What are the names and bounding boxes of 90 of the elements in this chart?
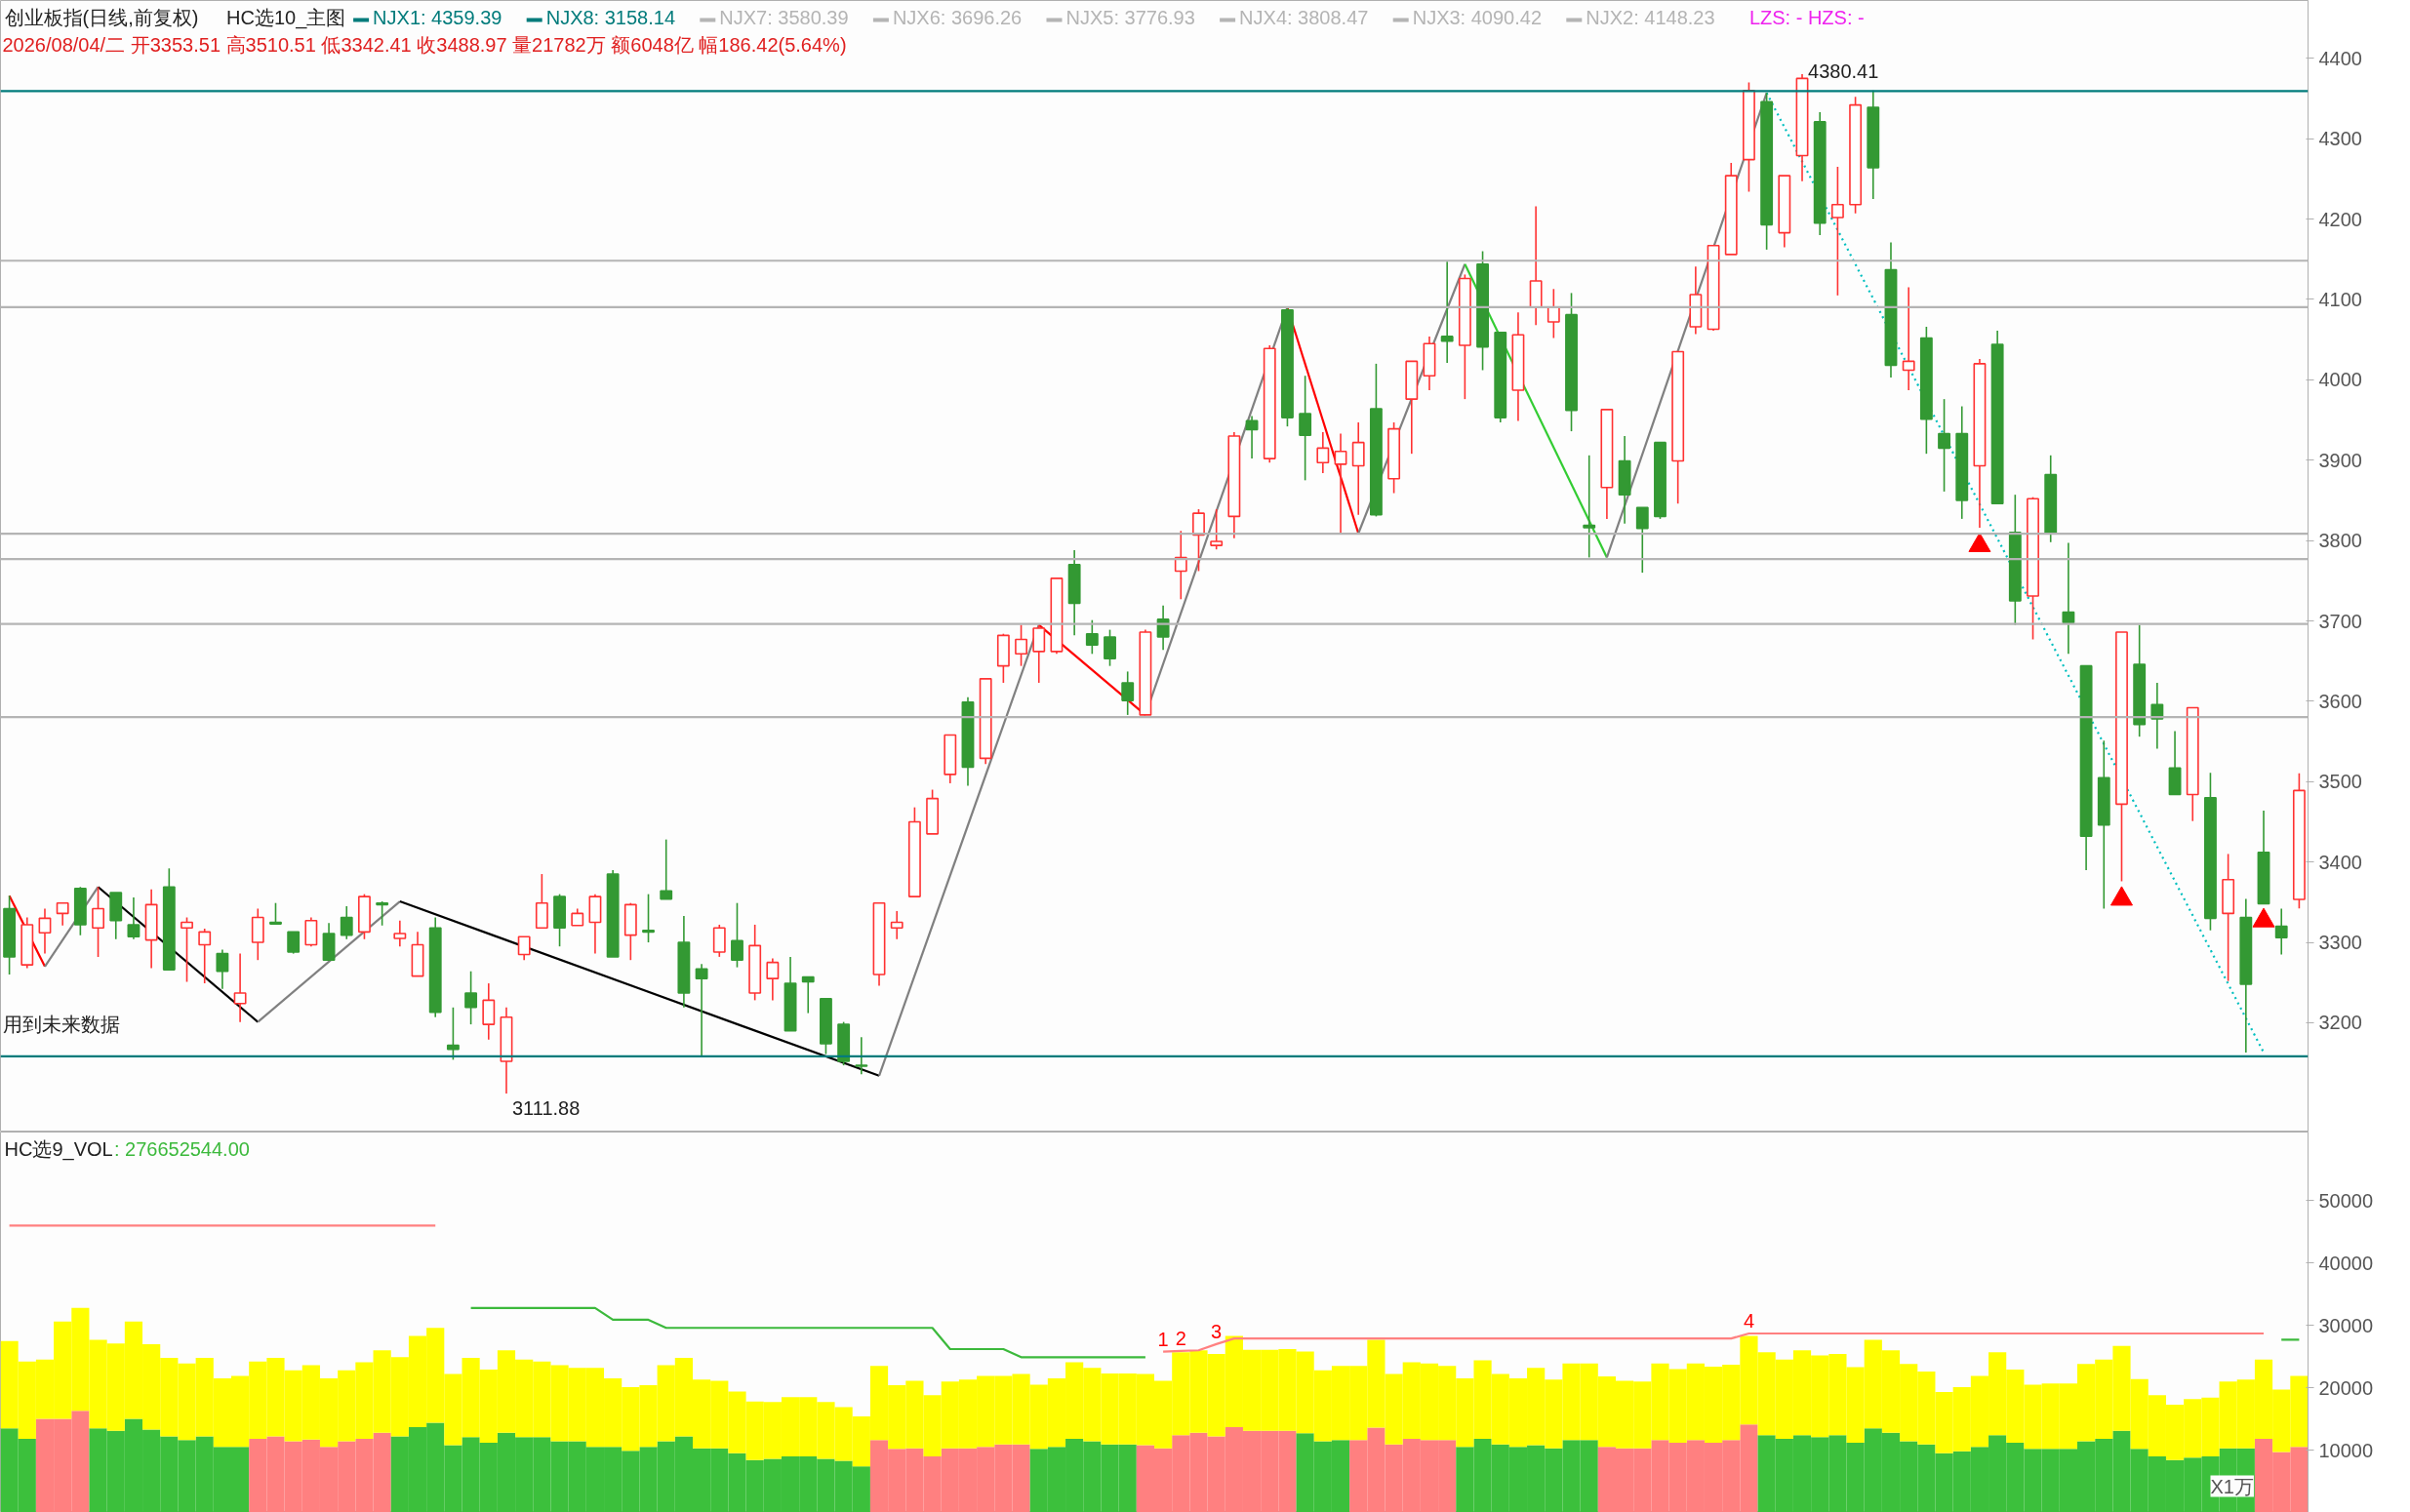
candlestick: [2062, 541, 2075, 656]
legend-label: NJX7: 3580.39: [719, 6, 849, 28]
candlestick: [1902, 286, 1915, 391]
y-tick-label: 3600: [2318, 690, 2362, 712]
candlestick: [198, 928, 212, 984]
y-tick-label: 3800: [2318, 530, 2362, 552]
candlestick: [1210, 508, 1224, 550]
candlestick: [855, 1036, 868, 1075]
y-tick-label: 4400: [2318, 47, 2362, 69]
y-tick-label: 3700: [2318, 610, 2362, 632]
legend-label: NJX2: 4148.23: [1586, 6, 1715, 28]
candlestick: [801, 975, 815, 1015]
candlestick: [446, 1007, 460, 1061]
candlestick: [1334, 432, 1347, 535]
candlestick: [1440, 260, 1454, 364]
y-tick-label: 3200: [2318, 1012, 2362, 1034]
point: [2109, 886, 2133, 906]
candlestick: [393, 920, 407, 947]
chart-subtitle: : 276652544.00: [113, 1137, 250, 1160]
annotation: 3111.88: [511, 1097, 581, 1120]
candlestick: [1635, 506, 1649, 574]
candlestick: [731, 901, 743, 969]
candlestick: [340, 905, 353, 940]
annotation: 2026/08/04/二 开3353.51 高3510.51 低3342.41 收3488.97 量21782万 额6048亿 幅186.42(5.64%): [2, 33, 847, 56]
candlestick: [642, 893, 655, 943]
candlestick: [695, 963, 708, 1057]
line-series: [469, 1306, 1146, 1359]
y-tick-label: 30000: [2318, 1314, 2374, 1336]
candlestick: [1015, 623, 1027, 667]
chart-subtitle: HC选10_主图: [226, 6, 346, 29]
candlestick: [1316, 431, 1330, 474]
annotation: 3: [1211, 1320, 1223, 1342]
candlestick: [1192, 508, 1205, 573]
candlestick: [233, 952, 247, 1023]
legend-label: NJX3: 4090.42: [1412, 6, 1543, 28]
candlestick: [56, 901, 69, 927]
candlestick: [1299, 375, 1312, 482]
candlestick: [517, 935, 531, 961]
candlestick: [890, 910, 904, 940]
candlestick: [92, 886, 104, 958]
y-tick-label: 3500: [2318, 771, 2362, 793]
point: [2252, 907, 2275, 928]
y-tick-label: 20000: [2318, 1376, 2374, 1399]
candlestick: [216, 948, 229, 990]
y-tick-label: 4300: [2318, 128, 2362, 150]
candlestick: [1121, 670, 1135, 716]
annotation: 1: [1157, 1328, 1169, 1350]
annotation: 2: [1175, 1327, 1186, 1349]
annotation: 用到未来数据: [2, 1013, 120, 1035]
point: [1968, 532, 1991, 552]
chart-title: 创业板指(日线,前复权): [4, 6, 199, 28]
y-tick-label: 3300: [2318, 932, 2362, 954]
legend-label: NJX8: 3158.14: [545, 6, 676, 28]
y-tick-label: 3400: [2318, 851, 2362, 873]
candlestick: [1085, 618, 1099, 656]
candlestick: [1351, 421, 1365, 516]
candlestick: [181, 916, 193, 983]
candlestick: [1830, 166, 1844, 297]
y-tick-label: 3900: [2318, 449, 2362, 471]
candlestick: [766, 957, 780, 1002]
candlestick: [376, 900, 389, 927]
y-tick-label: 40000: [2318, 1252, 2374, 1274]
candlestick: [660, 838, 673, 900]
legend-label: NJX5: 3776.93: [1065, 6, 1195, 28]
candlestick: [1546, 288, 1560, 339]
candlestick: [464, 970, 478, 1025]
annotation: 4: [1743, 1310, 1755, 1333]
y-tick-label: 4000: [2318, 369, 2362, 391]
candlestick: [2150, 682, 2164, 750]
candlestick: [2274, 907, 2288, 956]
candlestick: [287, 931, 301, 955]
y-tick-label: 4200: [2318, 208, 2362, 230]
y-tick-label: 10000: [2318, 1439, 2374, 1461]
candlestick: [1104, 628, 1116, 667]
legend-label: NJX6: 3696.26: [892, 6, 1023, 28]
candlestick: [1156, 605, 1170, 651]
candlestick: [1583, 455, 1596, 559]
annotation: 4380.41: [1808, 60, 1879, 82]
candlestick: [127, 896, 141, 940]
candlestick: [1032, 623, 1046, 684]
candlestick: [38, 907, 52, 955]
y-tick-label: 4100: [2318, 288, 2362, 310]
candlestick: [1938, 398, 1950, 493]
chart-title: HC选9_VOL: [4, 1137, 113, 1161]
legend-label: NJX1: 4359.39: [373, 6, 502, 28]
candlestick: [269, 901, 282, 925]
legend-label: NJX4: 3808.47: [1239, 6, 1369, 28]
y-tick-label: 50000: [2318, 1189, 2374, 1212]
annotation: LZS: - HZS: -: [1748, 6, 1865, 28]
annotation: X1万: [2210, 1475, 2254, 1497]
